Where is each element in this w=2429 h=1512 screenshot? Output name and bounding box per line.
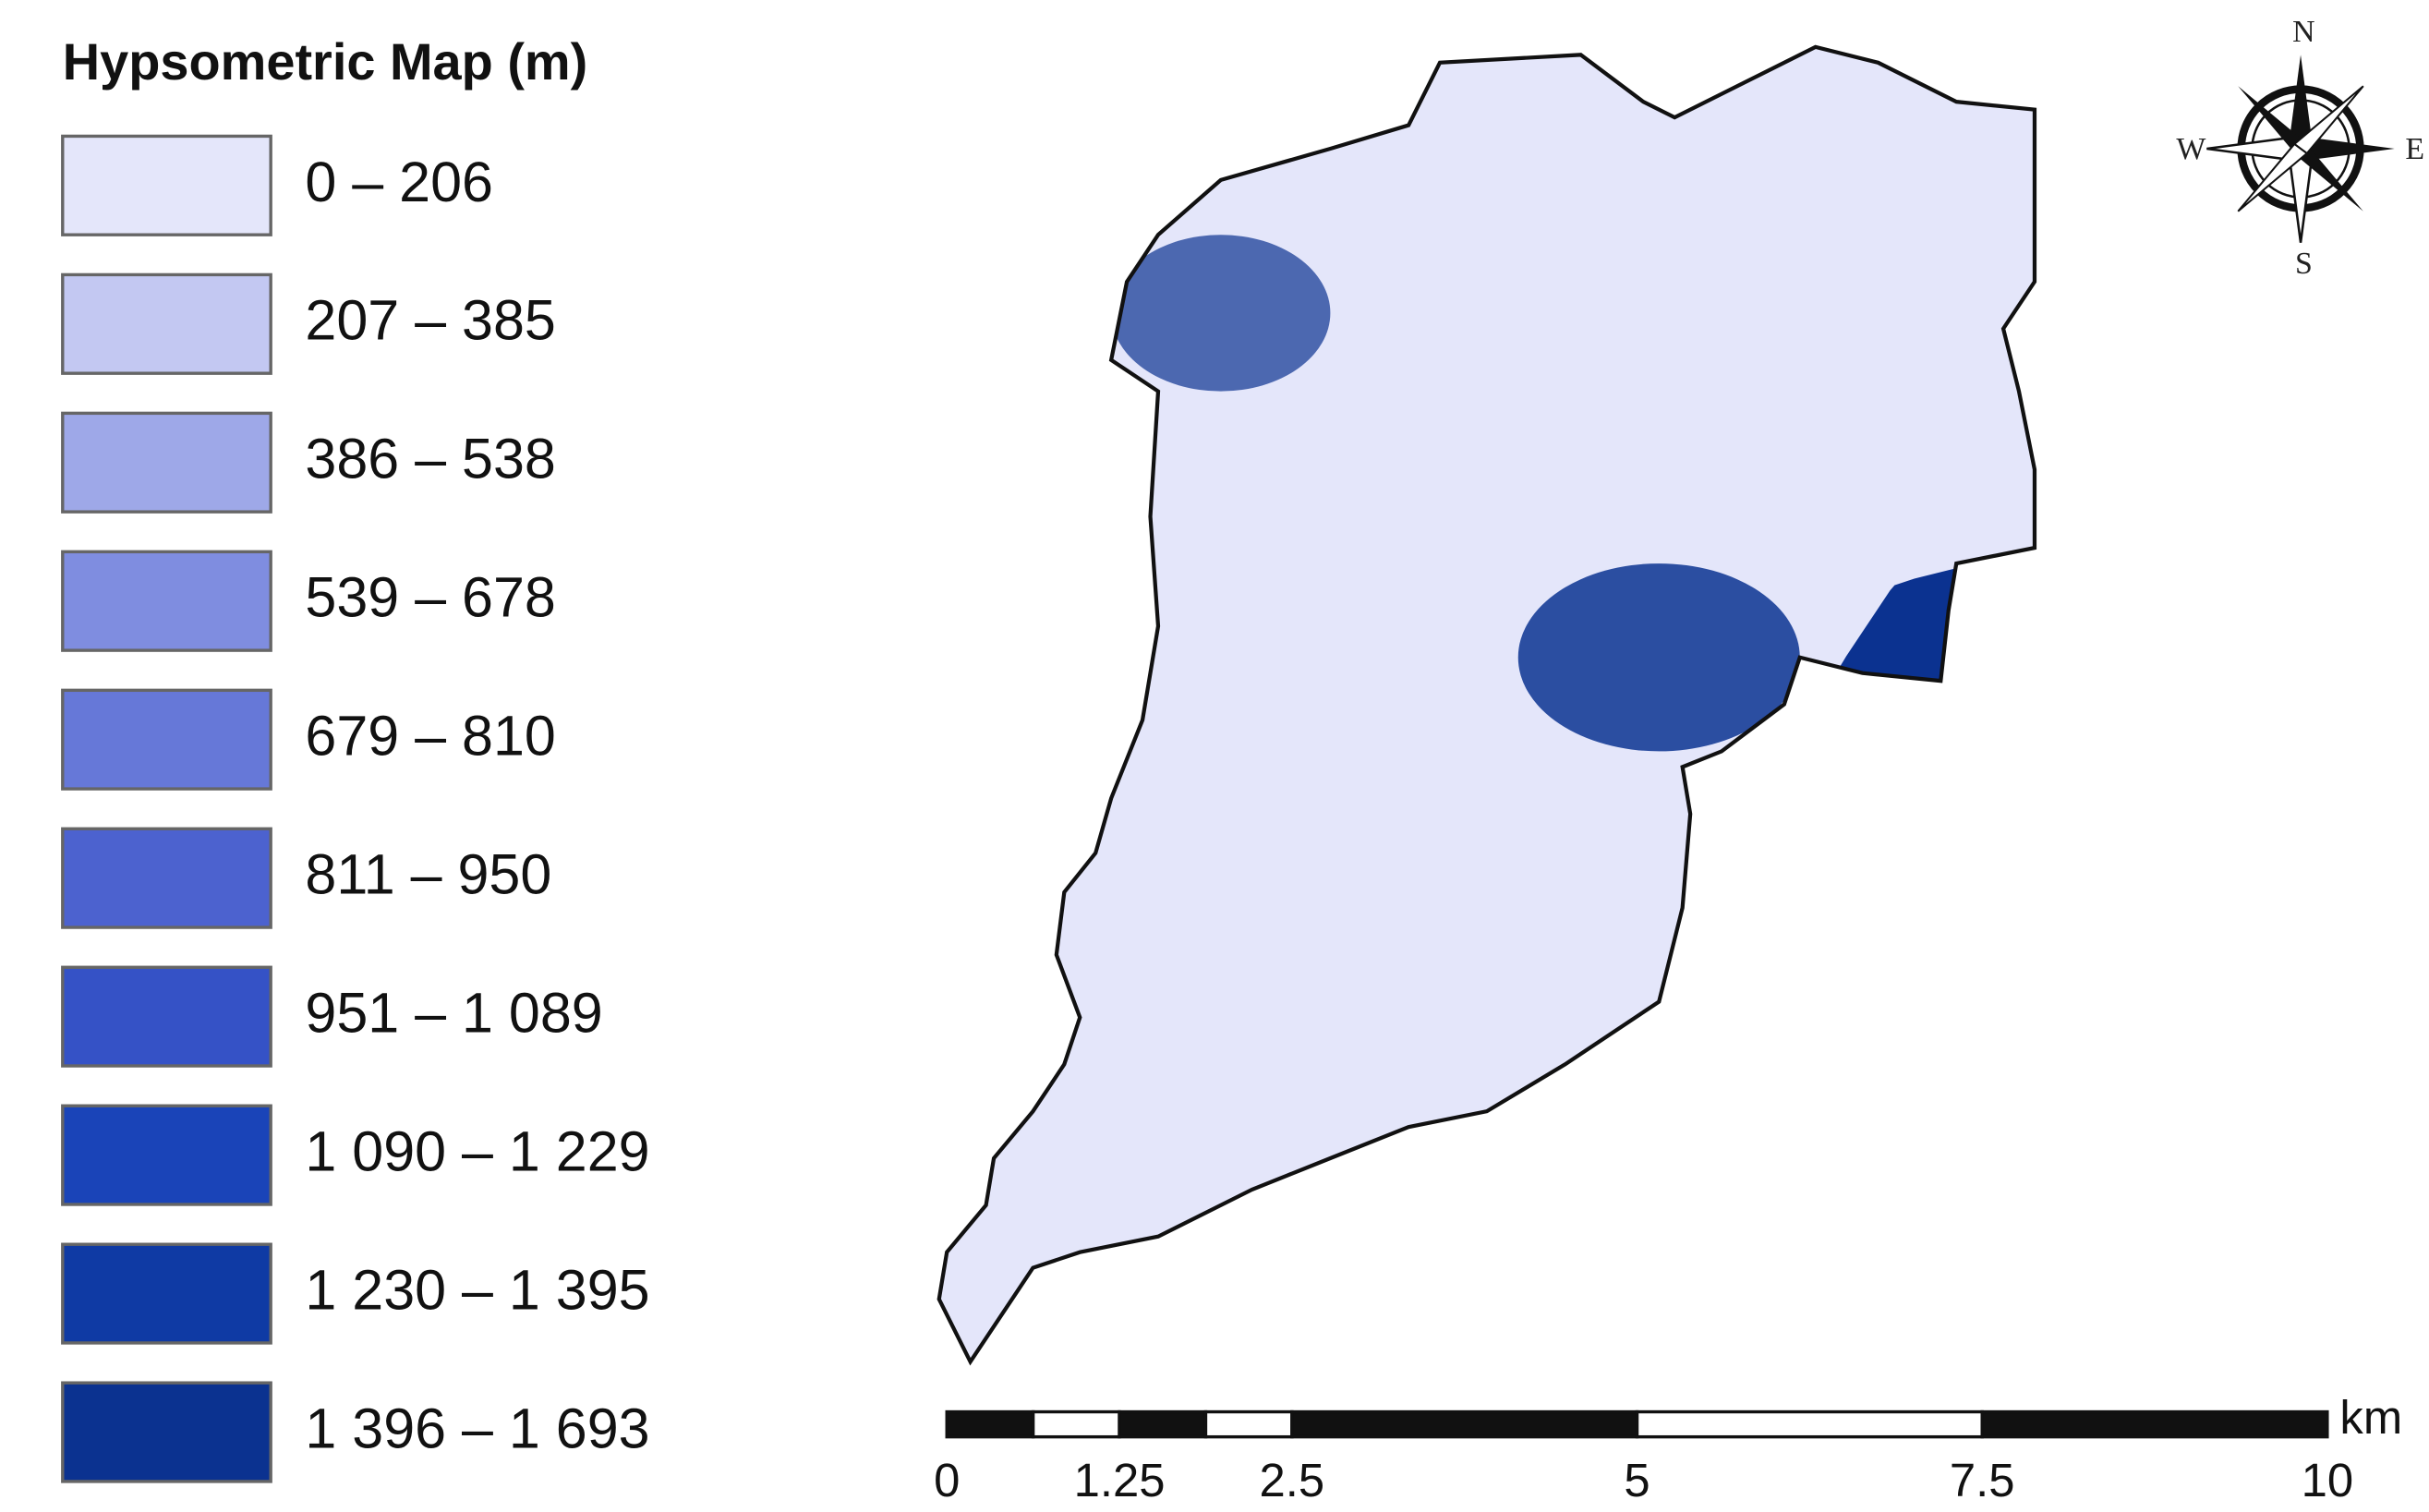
scale-unit: km xyxy=(2339,1391,2402,1444)
scale-tick-label: 2.5 xyxy=(1260,1454,1325,1506)
scale-tick-label: 5 xyxy=(1624,1454,1650,1506)
relief-band xyxy=(938,46,2035,1362)
compass-west: W xyxy=(2176,132,2205,166)
legend: 0 – 206 207 – 385 386 – 538 539 – 678 679 – … xyxy=(61,134,650,1483)
legend-swatch xyxy=(61,965,272,1068)
legend-label: 207 – 385 xyxy=(305,289,555,352)
scale-segment xyxy=(1031,1409,1121,1439)
legend-swatch xyxy=(61,134,272,236)
legend-title: Hypsometric Map (m) xyxy=(63,32,587,91)
scale-tick-label: 10 xyxy=(2302,1454,2354,1506)
compass-east: E xyxy=(2405,132,2424,166)
scale-tick-label: 0 xyxy=(934,1454,960,1506)
legend-label: 0 – 206 xyxy=(305,151,493,213)
relief-ridge xyxy=(1517,563,1800,752)
legend-swatch xyxy=(61,272,272,375)
compass-rose: N S W E xyxy=(2176,15,2424,281)
legend-swatch xyxy=(61,550,272,652)
scale-segment xyxy=(1635,1409,1984,1439)
scale-segment xyxy=(1290,1409,1639,1439)
legend-swatch xyxy=(61,411,272,514)
legend-label: 386 – 538 xyxy=(305,428,555,490)
scale-segment xyxy=(1203,1409,1294,1439)
legend-label: 539 – 678 xyxy=(305,566,555,629)
elevation-relief xyxy=(938,46,2035,1362)
legend-swatch xyxy=(61,1104,272,1206)
scale-segment xyxy=(1118,1409,1208,1439)
compass-north: N xyxy=(2292,15,2314,49)
legend-swatch xyxy=(61,827,272,929)
compass-south: S xyxy=(2295,247,2313,281)
legend-swatch xyxy=(61,1381,272,1483)
legend-label: 811 – 950 xyxy=(305,843,551,906)
legend-label: 951 – 1 089 xyxy=(305,982,602,1045)
scale-bar: 0 1.25 2.5 5 7.5 10 xyxy=(934,1409,2354,1506)
scale-segment xyxy=(945,1409,1035,1439)
legend-label: 1 396 – 1 693 xyxy=(305,1397,649,1460)
legend-swatch xyxy=(61,1242,272,1345)
scale-tick-label: 7.5 xyxy=(1950,1454,2015,1506)
scale-segment xyxy=(1980,1409,2329,1439)
scale-tick-label: 1.25 xyxy=(1074,1454,1166,1506)
legend-label: 679 – 810 xyxy=(305,705,555,768)
legend-swatch xyxy=(61,688,272,791)
relief-ridge xyxy=(1111,235,1331,392)
legend-label: 1 230 – 1 395 xyxy=(305,1259,649,1322)
legend-label: 1 090 – 1 229 xyxy=(305,1120,649,1183)
